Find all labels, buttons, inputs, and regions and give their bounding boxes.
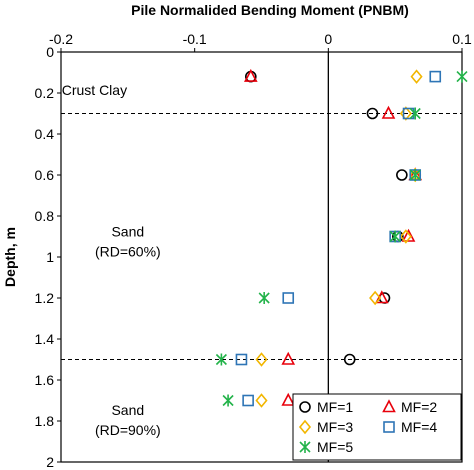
data-point-asterisk — [456, 70, 468, 83]
legend-label: MF=3 — [317, 419, 353, 435]
y-tick-label: 0.2 — [35, 85, 55, 101]
y-tick-label: 1.6 — [35, 372, 55, 388]
y-tick-label: 0.6 — [35, 167, 55, 183]
legend-marker-diamond — [298, 419, 312, 435]
legend-marker-triangle — [382, 399, 396, 413]
y-tick-label: 2 — [46, 454, 54, 470]
x-tick-label: -0.2 — [49, 31, 73, 47]
x-tick-label: 0.1 — [452, 31, 472, 47]
layer-annotation: (RD=60%) — [95, 244, 161, 260]
x-axis-ticks: -0.2 -0.1 0 0.1 — [49, 31, 472, 52]
series-diamond — [255, 69, 423, 449]
legend-label: MF=4 — [401, 419, 437, 435]
series-circle — [245, 70, 408, 448]
chart-title: Pile Normalided Bending Moment (PNBM) — [131, 2, 409, 18]
data-point-asterisk — [258, 292, 270, 304]
data-point-asterisk — [389, 230, 401, 243]
data-point-asterisk — [409, 169, 421, 181]
legend-label: MF=2 — [401, 399, 437, 415]
data-point-asterisk — [222, 394, 234, 407]
data-point-diamond — [410, 69, 423, 84]
legend-marker-asterisk — [299, 441, 311, 453]
layer-annotation: Sand — [111, 402, 144, 418]
series-square — [235, 70, 442, 448]
y-tick-label: 1.8 — [35, 413, 55, 429]
data-point-circle — [343, 353, 356, 366]
annotations: Crust Clay Sand (RD=60%) Sand (RD=90%) — [62, 82, 161, 438]
data-point-square — [282, 292, 295, 304]
data-point-square — [235, 353, 248, 366]
x-tick-label: -0.1 — [183, 31, 207, 47]
data-point-triangle — [281, 351, 296, 365]
layer-annotation: Sand — [111, 224, 144, 240]
y-tick-label: 1.2 — [35, 290, 55, 306]
y-tick-label: 0.4 — [35, 126, 55, 142]
data-point-diamond — [255, 393, 268, 408]
y-axis-ticks: 0 0.2 0.4 0.6 0.8 1 1.2 1.4 1.6 1.8 2 — [35, 44, 61, 470]
data-point-square — [402, 107, 415, 120]
data-point-diamond — [369, 290, 382, 306]
data-point-triangle — [243, 68, 258, 82]
data-point-circle — [396, 169, 408, 181]
legend-box — [292, 393, 462, 461]
layer-annotation: Crust Clay — [62, 82, 127, 98]
legend-label: MF=1 — [317, 399, 353, 415]
y-tick-label: 0.8 — [35, 208, 55, 224]
data-point-diamond — [399, 106, 412, 121]
series-triangle — [243, 68, 423, 447]
data-point-triangle — [401, 228, 416, 242]
data-point-triangle — [281, 392, 296, 406]
x-tick-label: 0 — [324, 31, 332, 47]
data-point-circle — [366, 107, 379, 120]
legend-label: MF=5 — [317, 439, 353, 455]
y-tick-label: 1 — [46, 249, 54, 265]
data-point-square — [242, 394, 254, 407]
series-asterisk — [215, 70, 468, 448]
data-point-diamond — [399, 229, 412, 244]
data-point-square — [429, 70, 442, 83]
data-point-triangle — [381, 105, 396, 119]
y-tick-label: 0 — [46, 44, 54, 60]
data-markers — [215, 68, 468, 449]
layer-annotation: (RD=90%) — [95, 422, 161, 438]
legend-marker-square — [383, 421, 395, 433]
y-axis-label: Depth, m — [2, 227, 18, 287]
data-point-asterisk — [409, 107, 421, 120]
data-point-diamond — [255, 352, 268, 367]
data-point-asterisk — [215, 353, 227, 366]
y-tick-label: 1.4 — [35, 331, 55, 347]
legend-marker-circle — [299, 401, 311, 413]
legend: MF=1 MF=2 MF=3 MF=4 MF=5 — [292, 393, 462, 461]
